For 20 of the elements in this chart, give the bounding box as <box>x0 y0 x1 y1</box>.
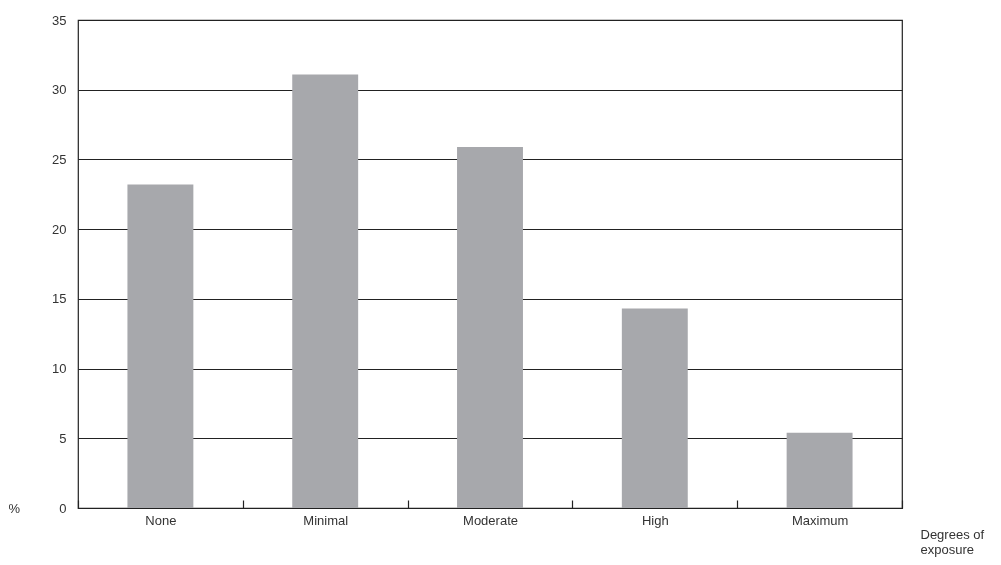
bar <box>621 308 688 508</box>
y-tick-label: 25 <box>52 151 67 167</box>
y-tick-label: 30 <box>52 82 67 98</box>
x-tick-label: None <box>145 512 177 528</box>
bar <box>786 432 853 508</box>
x-tick-label: Moderate <box>463 512 518 528</box>
y-tick-label: 35 <box>52 12 67 28</box>
y-tick-label: 20 <box>52 221 67 237</box>
x-axis-title: Degrees of exposure <box>920 526 985 557</box>
bar <box>292 74 359 508</box>
y-axis-title: % <box>8 500 21 516</box>
y-tick-label: 10 <box>52 361 67 377</box>
x-tick-label: Maximum <box>791 512 849 528</box>
x-tick-label: High <box>641 512 669 528</box>
y-tick-label: 5 <box>59 430 67 446</box>
y-tick-label: 15 <box>52 291 67 307</box>
bar <box>457 146 523 508</box>
y-tick-label: 0 <box>59 500 67 516</box>
bar <box>127 184 194 508</box>
x-tick-label: Minimal <box>303 512 349 528</box>
